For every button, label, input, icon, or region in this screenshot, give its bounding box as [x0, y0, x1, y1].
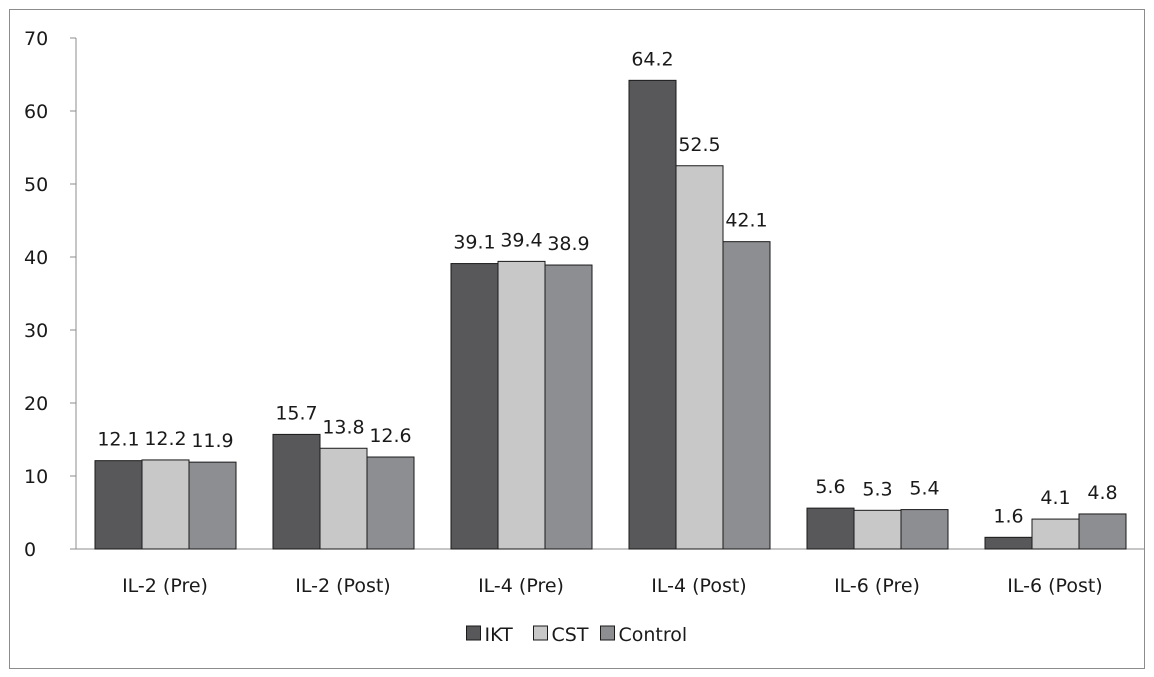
- x-tick-label: IL-2 (Pre): [122, 575, 208, 597]
- y-tick-label: 70: [24, 28, 48, 50]
- bar-ikt-4: [628, 79, 677, 550]
- y-tick-label: 50: [24, 174, 48, 196]
- legend-swatch-cst: [533, 625, 548, 641]
- data-label-cst-2: 13.8: [322, 416, 364, 438]
- y-tick-label: 10: [24, 466, 48, 488]
- bar-control-1: [188, 461, 237, 550]
- bars: [94, 79, 1127, 550]
- bar-cst-5: [853, 509, 902, 550]
- bar-control-4: [722, 241, 771, 550]
- data-label-cst-5: 5.3: [862, 478, 892, 500]
- data-label-cst-3: 39.4: [500, 229, 542, 251]
- data-label-ikt-6: 1.6: [993, 505, 1023, 527]
- bar-cst-4: [675, 165, 724, 550]
- bar-control-6: [1078, 513, 1127, 550]
- data-label-ikt-4: 64.2: [631, 48, 673, 70]
- data-label-control-3: 38.9: [547, 233, 589, 255]
- bar-cst-2: [319, 447, 368, 550]
- bar-ikt-3: [450, 263, 499, 550]
- bar-ikt-2: [272, 433, 321, 550]
- bar-ikt-1: [94, 460, 143, 550]
- y-tick-label: 30: [24, 320, 48, 342]
- chart-border: [9, 9, 1145, 669]
- data-labels: 12.1 12.2 11.9 15.713.8 12.6 39.1 39.4 38.9 64.2…: [97, 48, 1117, 527]
- x-tick-label: IL-6 (Post): [1007, 575, 1102, 597]
- axes: 0 10 20 30 40 50 60 70 IL-2 (Pre) IL-2 (Post) IL-4…: [24, 28, 1144, 597]
- bar-ikt-6: [984, 536, 1033, 550]
- x-tick-label: IL-4 (Pre): [478, 575, 564, 597]
- data-label-cst-6: 4.1: [1040, 487, 1070, 509]
- bar-cst-6: [1031, 518, 1080, 550]
- data-label-cst-4: 52.5: [678, 134, 720, 156]
- legend-swatch-ikt: [466, 625, 481, 641]
- data-label-ikt-1: 12.1: [97, 429, 139, 451]
- data-label-control-5: 5.4: [909, 478, 939, 500]
- bar-cst-1: [141, 459, 190, 550]
- x-tick-label: IL-4 (Post): [651, 575, 746, 597]
- y-tick-label: 60: [24, 101, 48, 123]
- bar-control-3: [544, 264, 593, 550]
- bar-control-2: [366, 456, 415, 550]
- data-label-control-2: 12.6: [369, 425, 411, 447]
- y-tick-label: 20: [24, 393, 48, 415]
- data-label-control-6: 4.8: [1087, 482, 1117, 504]
- data-label-control-1: 11.9: [191, 430, 233, 452]
- y-tick-label: 0: [24, 539, 36, 561]
- legend: IKT CST Control: [466, 624, 688, 646]
- data-label-ikt-5: 5.6: [815, 476, 845, 498]
- legend-label-control: Control: [619, 624, 688, 646]
- bar-ikt-5: [806, 507, 855, 550]
- y-tick-label: 40: [24, 247, 48, 269]
- bar-control-5: [900, 509, 949, 550]
- bar-cst-3: [497, 260, 546, 550]
- data-label-control-4: 42.1: [725, 210, 767, 232]
- x-tick-label: IL-2 (Post): [295, 575, 390, 597]
- data-label-ikt-2: 15.7: [275, 402, 317, 424]
- x-tick-label: IL-6 (Pre): [834, 575, 920, 597]
- data-label-ikt-3: 39.1: [453, 232, 495, 254]
- legend-label-ikt: IKT: [485, 624, 514, 646]
- legend-label-cst: CST: [552, 624, 589, 646]
- legend-swatch-control: [600, 625, 615, 641]
- data-label-cst-1: 12.2: [144, 428, 186, 450]
